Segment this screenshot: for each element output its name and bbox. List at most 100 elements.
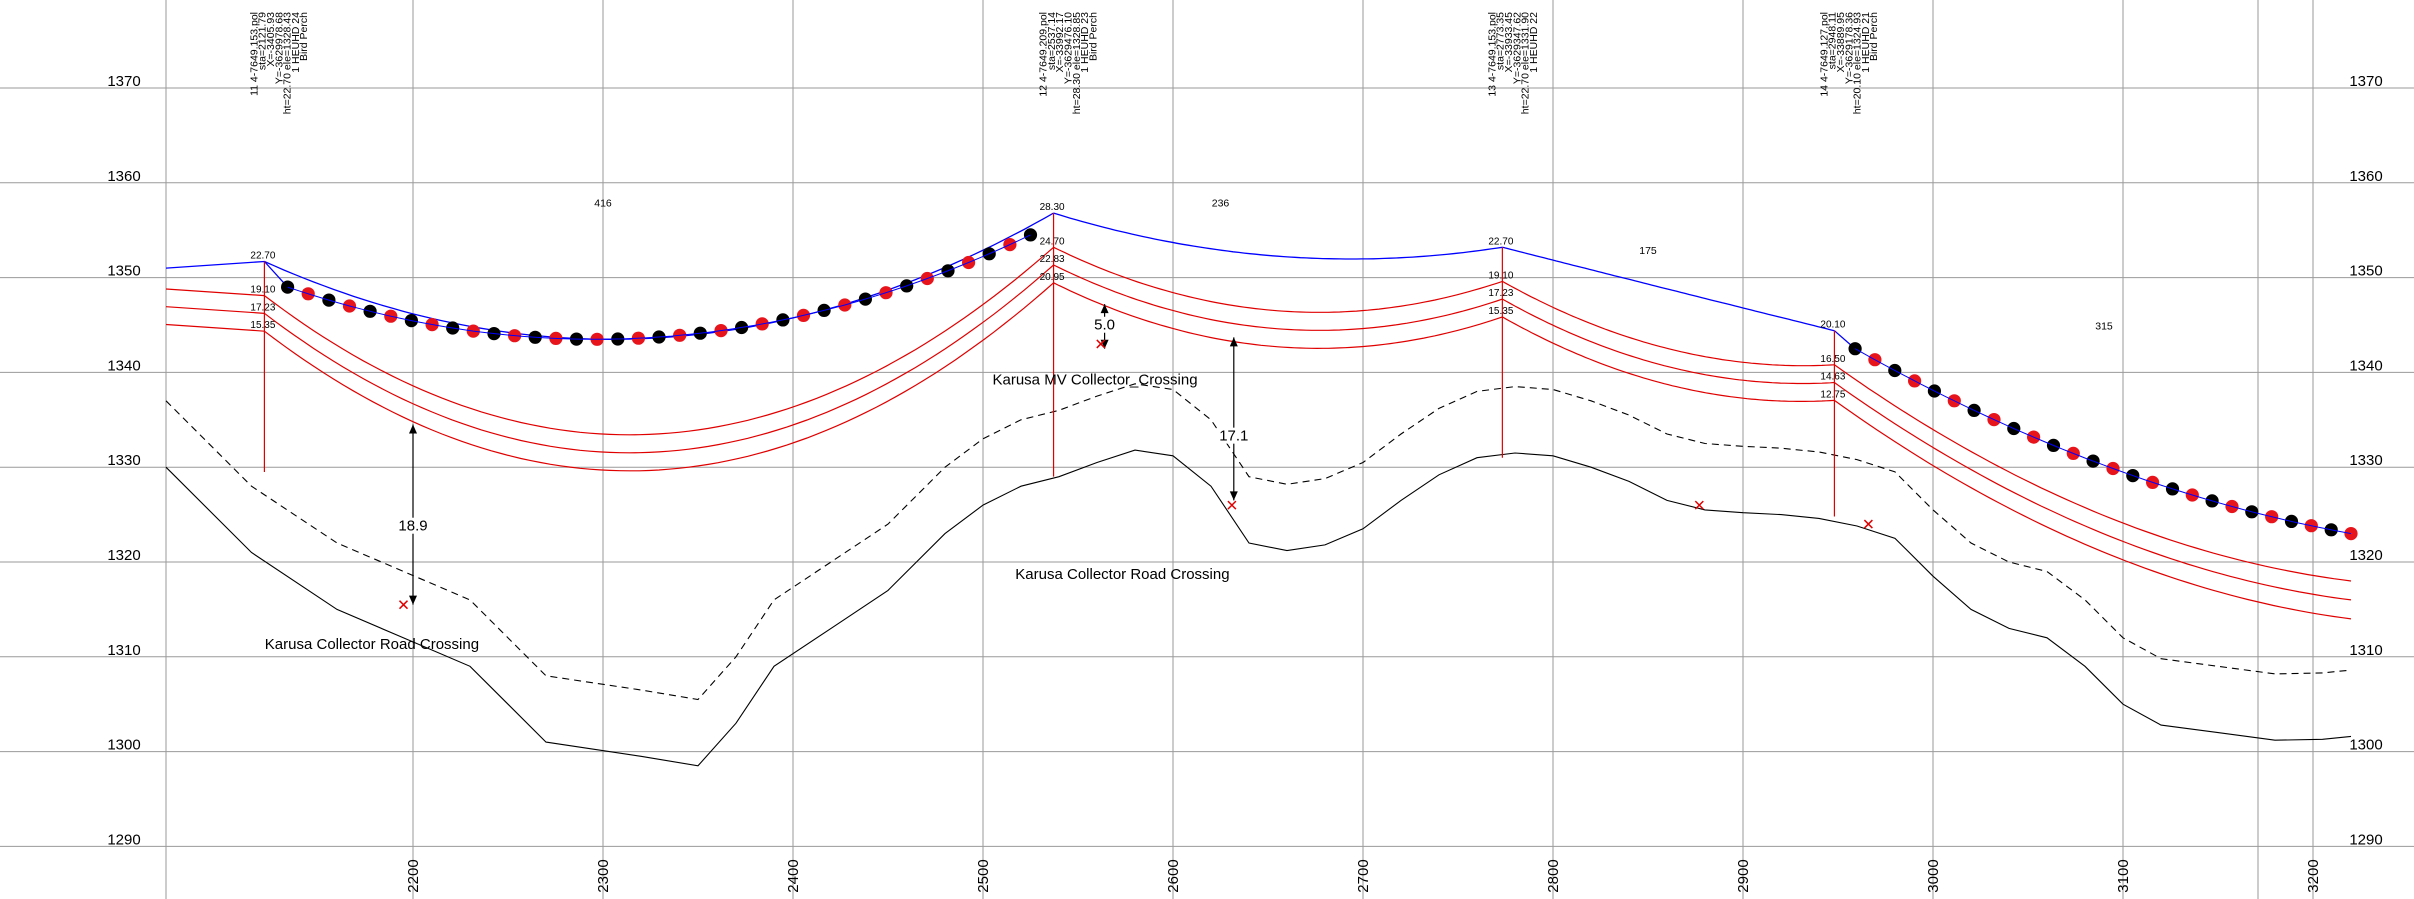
clearance-arrowhead <box>1100 304 1109 314</box>
x-tick-label: 2500 <box>975 859 992 892</box>
shield-wire-span <box>264 212 1054 340</box>
attachment-height-label: 17.23 <box>1488 288 1513 299</box>
x-tick-label: 2900 <box>1735 859 1752 892</box>
y-tick-label-right: 1340 <box>2349 357 2382 374</box>
clearance-arrowhead <box>409 595 417 605</box>
clearance-label-bg <box>1216 427 1251 444</box>
crossing-point-mark <box>1694 500 1704 510</box>
structure-label-line: 1 HEUHD 24 <box>290 12 302 73</box>
y-tick-label-right: 1320 <box>2349 547 2382 564</box>
structure-label-line: X=-33992.17 <box>1054 12 1066 73</box>
structure-label-line: X=-33889.95 <box>1835 12 1847 73</box>
y-tick-label-right: 1350 <box>2349 263 2382 280</box>
phase-wire-span <box>264 246 1054 436</box>
y-tick-label-left: 1300 <box>107 737 140 754</box>
bird-diverter-markers <box>281 228 2358 541</box>
x-tick-label: 2300 <box>595 859 612 892</box>
attachment-height-label: 15.35 <box>1488 306 1513 317</box>
clearance-label-bg <box>1087 316 1122 333</box>
structure-label-line: 1 HEUHD 22 <box>1528 12 1540 73</box>
phase-wire-span <box>1502 316 1835 402</box>
y-tick-label-right: 1290 <box>2349 831 2382 848</box>
crossing-point-mark <box>1227 500 1237 510</box>
x-tick-label: 2200 <box>405 859 422 892</box>
shield-wire-span <box>1053 212 1503 260</box>
attachment-height-label: 22.83 <box>1040 254 1065 265</box>
phase-wire-span <box>1502 280 1835 367</box>
attachment-height-label: 22.70 <box>250 250 275 261</box>
structure-label-line: sta=2773.35 <box>1495 12 1507 70</box>
span-length-label: 236 <box>1212 198 1230 210</box>
structure-label-line: Y=-3629476.10 <box>1063 12 1075 84</box>
terrain-profiles <box>165 383 2352 767</box>
x-tick-label: 3000 <box>1925 859 1942 892</box>
phase-wire-stub <box>165 288 265 297</box>
clearance-arrowhead <box>1229 491 1238 501</box>
structure-label-line: ht=22.70 ele=1331.90 <box>1520 12 1532 114</box>
attachment-height-label: 19.10 <box>1488 270 1513 281</box>
clearance-label: 5.0 <box>1094 317 1115 334</box>
y-tick-label-left: 1360 <box>107 168 140 185</box>
clearance-label: 18.9 <box>398 518 427 535</box>
phase-wire-span <box>1834 364 2352 582</box>
attachment-height-label: 17.23 <box>250 302 275 313</box>
y-tick-label-right: 1310 <box>2349 642 2382 659</box>
structure-label-line: Y=-3629178.36 <box>1843 12 1855 84</box>
structure-label-line: sta=2948.11 <box>1827 12 1839 69</box>
structure-label-line: Y=-3629347.62 <box>1511 12 1523 84</box>
structure-label-line: Y=-3629978.68 <box>273 12 285 84</box>
y-tick-label-right: 1330 <box>2349 452 2382 469</box>
axis-labels: 1290 1290 1300 1300 1310 1310 1320 1320 1330 1330… <box>107 73 2382 893</box>
structure-label-line: X=-33933.45 <box>1503 12 1515 73</box>
phase-wire-span <box>1502 298 1835 385</box>
clearance-profile-line <box>165 383 2352 701</box>
span-length-label: 315 <box>2095 321 2113 333</box>
attachment-height-label: 16.50 <box>1820 354 1845 365</box>
structure-label-line: 11 4-7649.153.pol <box>248 12 260 96</box>
crossing-label: Karusa Collector Road Crossing <box>265 636 479 653</box>
y-tick-label-right: 1360 <box>2349 168 2382 185</box>
crossing-point-mark <box>1863 519 1873 529</box>
phase-wire-span <box>264 264 1054 454</box>
attachment-height-label: 22.70 <box>1488 236 1513 247</box>
crossing-point-mark <box>398 600 409 610</box>
attachment-height-label: 24.70 <box>1040 236 1065 247</box>
attachment-height-label: 20.95 <box>1040 272 1065 283</box>
attachment-height-label: 19.10 <box>250 285 275 296</box>
structure-label-line: sta=2121.79 <box>257 12 269 70</box>
phase-wire-span <box>1834 382 2352 601</box>
attachment-height-label: 15.35 <box>250 320 275 331</box>
attachment-height-label: 28.30 <box>1040 202 1065 213</box>
x-tick-label: 2800 <box>1545 859 1562 892</box>
x-tick-label: 3200 <box>2305 859 2322 892</box>
annotations: 416 236 175 315 18.9 5.0 17.1 Karusa Collector … <box>265 198 2113 654</box>
span-length-label: 175 <box>1639 245 1657 257</box>
x-tick-label: 2600 <box>1165 859 1182 892</box>
phase-wire-span <box>1053 264 1503 331</box>
clearance-label: 17.1 <box>1219 428 1248 445</box>
y-tick-label-left: 1320 <box>107 547 140 564</box>
shield-wire-stub <box>165 260 289 288</box>
structure-label-line: Bird Perch <box>1087 12 1099 61</box>
x-tick-label: 3100 <box>2115 859 2132 892</box>
lower-phase-wires <box>165 246 2352 620</box>
ground-profile-line <box>165 449 2352 767</box>
clearance-arrowhead <box>1229 337 1238 347</box>
attachment-height-label: 14.63 <box>1820 372 1845 383</box>
structure-label-line: Bird Perch <box>298 12 310 61</box>
structure-label-line: ht=22.70 ele=1328.43 <box>282 12 294 114</box>
y-tick-label-left: 1330 <box>107 452 140 469</box>
shield-wire-span <box>1502 246 1835 332</box>
y-tick-label-left: 1370 <box>107 73 140 90</box>
x-tick-label: 2700 <box>1355 859 1372 892</box>
phase-wire-span <box>1053 246 1503 313</box>
structure-label-line: 1 HEUHD 23 <box>1079 12 1091 73</box>
structure-label-line: 1 HEUHD 21 <box>1860 12 1872 73</box>
structure-label-line: sta=2537.14 <box>1046 12 1058 70</box>
y-tick-label-left: 1350 <box>107 263 140 280</box>
attachment-height-label: 20.10 <box>1820 320 1845 331</box>
structure-label-line: Bird Perch <box>1868 12 1880 61</box>
structure-label-line: X=-3405.93 <box>265 12 277 67</box>
